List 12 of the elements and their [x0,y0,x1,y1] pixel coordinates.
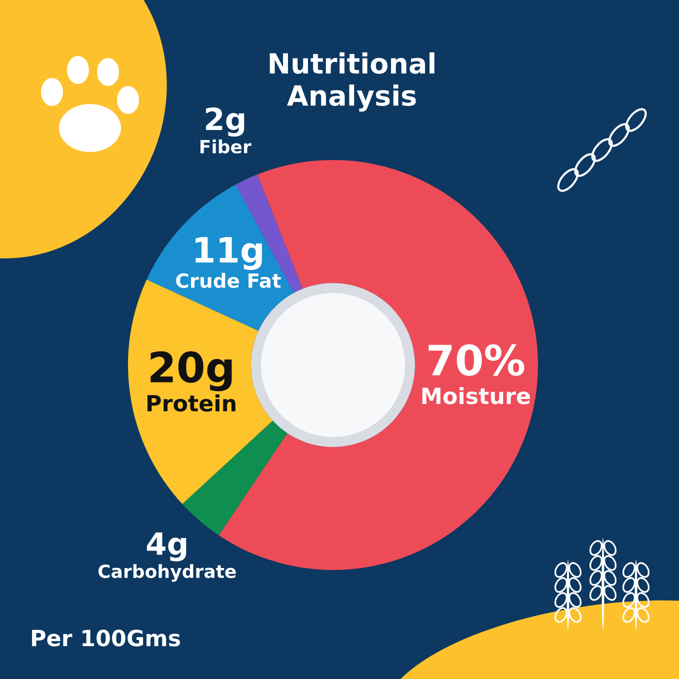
data-label: 11g [196,237,262,270]
data-label: 2g [206,107,244,137]
slice-label: Carbohydrate [98,564,236,582]
data-label: 20g [150,351,232,392]
text: Per 100Gms [32,630,180,646]
slice-label: Moisture [422,387,530,404]
slice-label: Fiber [200,140,252,154]
slice-label: Crude Fat [176,272,281,288]
chart-title: Nutritional Analysis [270,52,434,112]
slice-label: Protein [148,394,236,412]
data-label: 70% [428,344,524,376]
data-label: 4g [146,532,186,562]
